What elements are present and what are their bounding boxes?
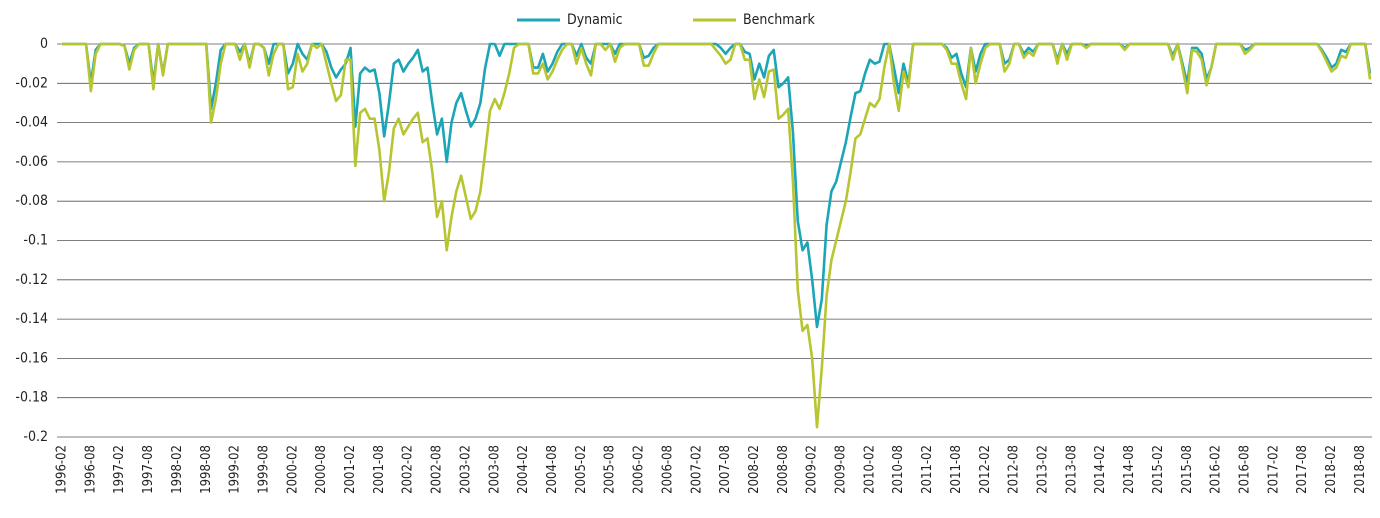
- x-tick-label: 2005-08: [603, 445, 618, 494]
- x-tick-label: 2018-08: [1353, 445, 1368, 494]
- x-tick-label: 2014-08: [1122, 445, 1137, 494]
- x-tick-label: 2016-02: [1209, 445, 1224, 494]
- line-series: [62, 42, 1372, 429]
- x-tick-label: 1999-08: [256, 445, 271, 494]
- x-tick-label: 1996-08: [83, 445, 98, 494]
- x-tick-label: 2009-02: [805, 445, 820, 494]
- x-tick-label: 2007-08: [718, 445, 733, 494]
- x-tick-label: 2006-02: [632, 445, 647, 494]
- x-tick-label: 1997-08: [141, 445, 156, 494]
- y-tick-label: -0.18: [15, 390, 48, 406]
- x-tick-label: 2001-02: [343, 445, 358, 494]
- y-tick-label: -0.12: [15, 272, 48, 288]
- x-tick-label: 2011-02: [920, 445, 935, 494]
- x-tick-label: 2006-08: [660, 445, 675, 494]
- x-tick-label: 1999-02: [228, 445, 243, 494]
- y-tick-label: -0.16: [15, 350, 48, 366]
- line-series: [62, 42, 1372, 329]
- x-tick-label: 1996-02: [55, 445, 70, 494]
- x-tick-label: 2000-02: [285, 445, 300, 494]
- x-tick-label: 2001-08: [372, 445, 387, 494]
- x-tick-label: 2016-08: [1237, 445, 1252, 494]
- x-tick-label: 2004-08: [545, 445, 560, 494]
- x-tick-label: 2010-08: [891, 445, 906, 494]
- y-tick-label: -0.08: [15, 193, 48, 209]
- x-tick-label: 1998-08: [199, 445, 214, 494]
- x-tick-label: 2008-08: [776, 445, 791, 494]
- x-tick-label: 1998-02: [170, 445, 185, 494]
- x-tick-label: 2014-02: [1093, 445, 1108, 494]
- x-tick-label: 2000-08: [314, 445, 329, 494]
- y-tick-label: -0.04: [15, 115, 48, 131]
- x-tick-label: 2007-02: [689, 445, 704, 494]
- x-tick-label: 2015-08: [1180, 445, 1195, 494]
- x-tick-label: 2015-02: [1151, 445, 1166, 494]
- x-tick-label: 2004-02: [516, 445, 531, 494]
- x-tick-label: 2010-02: [862, 445, 877, 494]
- x-tick-label: 2002-02: [401, 445, 416, 494]
- legend-label: Dynamic: [567, 12, 623, 28]
- x-tick-label: 2011-08: [949, 445, 964, 494]
- x-tick-label: 2017-02: [1266, 445, 1281, 494]
- x-tick-label: 2005-02: [574, 445, 589, 494]
- x-tick-label: 2013-02: [1036, 445, 1051, 494]
- y-tick-label: 0: [40, 36, 48, 52]
- x-tick-label: 2012-08: [1007, 445, 1022, 494]
- y-tick-label: -0.06: [15, 154, 48, 170]
- y-tick-label: -0.2: [23, 429, 48, 445]
- x-tick-label: 2002-08: [430, 445, 445, 494]
- y-tick-label: -0.02: [15, 75, 48, 91]
- y-tick-label: -0.14: [15, 311, 48, 327]
- x-tick-label: 2008-02: [747, 445, 762, 494]
- x-tick-label: 2017-08: [1295, 445, 1310, 494]
- x-tick-label: 2013-08: [1064, 445, 1079, 494]
- legend-label: Benchmark: [743, 12, 815, 28]
- y-tick-label: -0.1: [23, 233, 48, 249]
- x-tick-label: 1997-02: [112, 445, 127, 494]
- x-tick-label: 2018-02: [1324, 445, 1339, 494]
- x-tick-label: 2003-02: [458, 445, 473, 494]
- x-tick-label: 2009-08: [834, 445, 849, 494]
- x-tick-label: 2003-08: [487, 445, 502, 494]
- x-tick-label: 2012-02: [978, 445, 993, 494]
